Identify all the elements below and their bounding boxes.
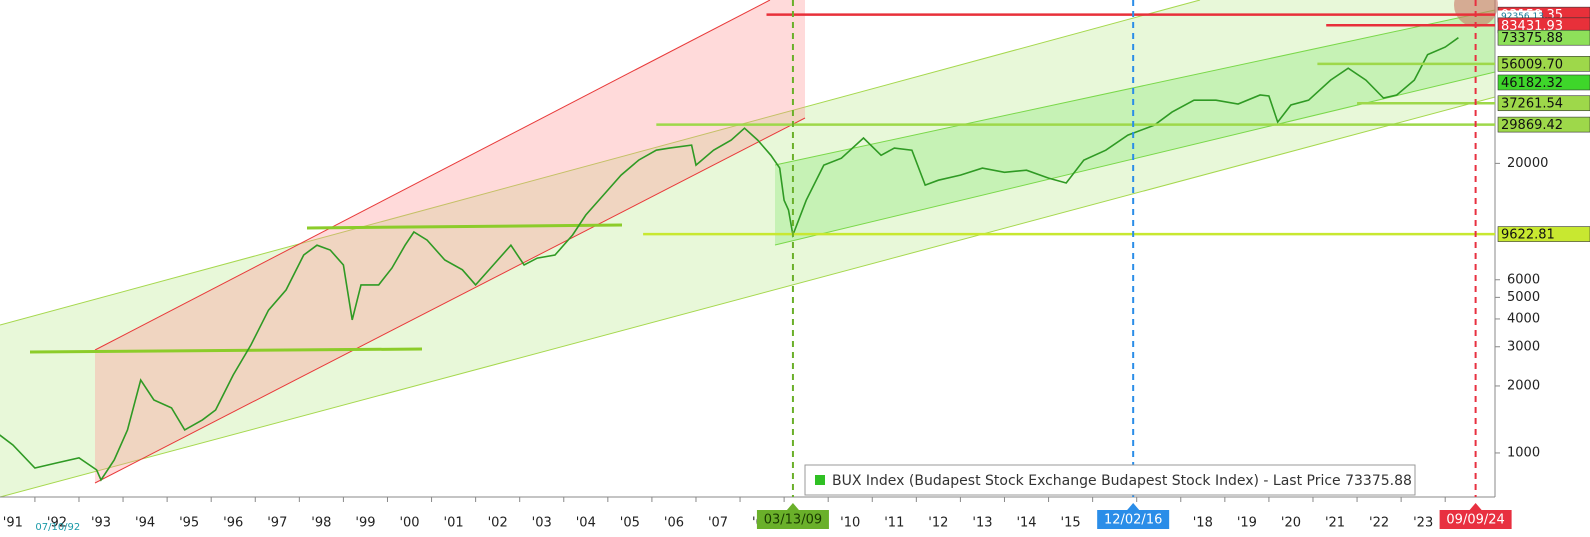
x-tick-label: '04 <box>576 516 596 531</box>
drawings <box>0 0 1496 498</box>
x-tick-label: '07 <box>708 516 728 531</box>
level-label: 46182.32 <box>1501 76 1563 91</box>
date-marker-label: 07/10/92 <box>35 522 80 533</box>
price-line <box>0 37 1459 482</box>
x-tick-label: '05 <box>620 516 640 531</box>
level-label-box <box>1497 226 1590 242</box>
drawn-line <box>29 347 423 354</box>
level-label: 56009.70 <box>1501 57 1563 72</box>
x-tick-label: '15 <box>1061 516 1081 531</box>
x-tick-label: '12 <box>928 516 948 531</box>
x-tick-label: '18 <box>1193 516 1213 531</box>
channel-green <box>775 10 1495 245</box>
x-tick-label: '11 <box>884 516 904 531</box>
date-marker-label: 03/13/09 <box>764 513 822 528</box>
x-tick-label: '19 <box>1237 516 1257 531</box>
x-tick-label: '10 <box>840 516 860 531</box>
level-label-box <box>1497 116 1590 133</box>
date-marker-box <box>756 510 829 529</box>
x-tick-label: '98 <box>311 516 331 531</box>
date-marker-arrow <box>1127 503 1140 510</box>
x-tick-label: '23 <box>1413 516 1433 531</box>
level-label: 92356.13 <box>1501 12 1544 22</box>
x-tick-label: '01 <box>444 516 464 531</box>
date-marker-label: 12/02/16 <box>1104 513 1162 528</box>
level-label-box <box>1497 56 1590 72</box>
y-tick-label: 3000 <box>1507 339 1540 354</box>
y-tick-label: 6000 <box>1507 272 1540 287</box>
y-tick-label: 1000 <box>1507 445 1540 460</box>
level-label: 37261.54 <box>1501 97 1563 112</box>
x-tick-label: '97 <box>267 516 287 531</box>
level-label-box <box>1497 95 1590 112</box>
channel-line <box>774 9 1496 166</box>
x-tick-label: '96 <box>223 516 243 531</box>
x-tick-label: '06 <box>664 516 684 531</box>
date-marker-box <box>1097 510 1170 529</box>
x-tick-label: '92 <box>47 516 67 531</box>
x-tick-label: '91 <box>3 516 23 531</box>
x-tick-label: '94 <box>135 516 155 531</box>
y-tick-label: 5000 <box>1507 290 1540 305</box>
level-label-box <box>1498 10 1542 21</box>
channel-line <box>0 0 1201 326</box>
date-marker-box <box>1439 510 1512 529</box>
x-tick-label: '21 <box>1325 516 1345 531</box>
x-tick-label: '00 <box>399 516 419 531</box>
x-tick-label: '13 <box>972 516 992 531</box>
x-tick-label: '93 <box>91 516 111 531</box>
y-tick-label: 2000 <box>1507 378 1540 393</box>
x-tick-label: '22 <box>1369 516 1389 531</box>
level-label-box <box>1497 74 1590 91</box>
x-tick-label: '14 <box>1016 516 1036 531</box>
date-marker-arrow <box>1469 503 1482 510</box>
date-marker-label: 09/09/24 <box>1446 513 1504 528</box>
level-label: 29869.42 <box>1501 118 1563 133</box>
channel-line <box>774 71 1496 246</box>
legend-box <box>804 464 1416 496</box>
channel-line <box>0 96 1496 498</box>
legend-swatch <box>815 475 825 485</box>
date-marker-arrow <box>786 503 799 510</box>
level-label: 73375.88 <box>1501 31 1563 46</box>
legend: BUX Index (Budapest Stock Exchange Budap… <box>804 464 1416 496</box>
channel-red <box>95 0 805 483</box>
x-tick-label: '95 <box>179 516 199 531</box>
x-tick-label: '20 <box>1281 516 1301 531</box>
drawn-line <box>306 223 623 230</box>
channel-line <box>94 0 771 351</box>
level-label-box <box>1497 29 1590 46</box>
x-tick-label: '02 <box>488 516 508 531</box>
y-tick-label: 4000 <box>1507 311 1540 326</box>
legend-label: BUX Index (Budapest Stock Exchange Budap… <box>832 473 1412 489</box>
channel-line <box>94 117 806 484</box>
x-tick-label: '99 <box>355 516 375 531</box>
level-label: 9622.81 <box>1501 228 1555 243</box>
x-tick-label: '03 <box>532 516 552 531</box>
y-tick-label: 20000 <box>1507 156 1548 171</box>
